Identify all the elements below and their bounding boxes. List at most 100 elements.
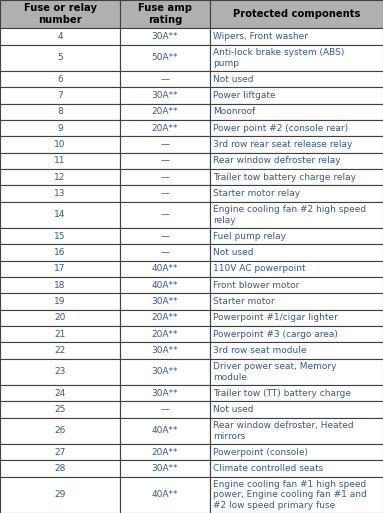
Text: Rear window defroster relay: Rear window defroster relay [213, 156, 340, 165]
Bar [0, 444, 120, 460]
Bar [120, 444, 210, 460]
Bar [210, 0, 383, 28]
Bar [120, 87, 210, 104]
Text: 20A**: 20A** [152, 313, 178, 322]
Bar [0, 153, 120, 169]
Bar [0, 185, 120, 202]
Bar [0, 202, 120, 228]
Bar [120, 277, 210, 293]
Text: Not used: Not used [213, 75, 254, 84]
Text: Trailer tow (TT) battery charge: Trailer tow (TT) battery charge [213, 389, 351, 398]
Text: 27: 27 [54, 448, 66, 457]
Text: —: — [160, 405, 170, 414]
Bar [210, 71, 383, 87]
Bar [210, 401, 383, 418]
Text: 50A**: 50A** [152, 53, 178, 63]
Text: 17: 17 [54, 264, 66, 273]
Text: 25: 25 [54, 405, 66, 414]
Bar [210, 153, 383, 169]
Text: 12: 12 [54, 173, 66, 182]
Text: Front blower motor: Front blower motor [213, 281, 300, 290]
Text: Protected components: Protected components [233, 9, 360, 19]
Text: 3rd row seat module: 3rd row seat module [213, 346, 306, 355]
Bar [0, 136, 120, 153]
Bar [210, 477, 383, 513]
Bar [210, 202, 383, 228]
Text: 20A**: 20A** [152, 124, 178, 133]
Text: —: — [160, 210, 170, 220]
Bar [120, 359, 210, 385]
Bar [0, 28, 120, 45]
Text: 20: 20 [54, 313, 66, 322]
Text: Engine cooling fan #1 high speed
power, Engine cooling fan #1 and
#2 low speed p: Engine cooling fan #1 high speed power, … [213, 480, 367, 510]
Text: 40A**: 40A** [152, 490, 178, 499]
Text: 18: 18 [54, 281, 66, 290]
Text: 30A**: 30A** [152, 464, 178, 473]
Text: Anti-lock brake system (ABS)
pump: Anti-lock brake system (ABS) pump [213, 48, 344, 68]
Text: —: — [160, 75, 170, 84]
Bar [120, 120, 210, 136]
Bar [210, 45, 383, 71]
Text: 13: 13 [54, 189, 66, 198]
Bar [0, 342, 120, 359]
Text: 30A**: 30A** [152, 32, 178, 41]
Text: Powerpoint (console): Powerpoint (console) [213, 448, 308, 457]
Text: Moonroof: Moonroof [213, 107, 255, 116]
Text: 110V AC powerpoint: 110V AC powerpoint [213, 264, 306, 273]
Text: 7: 7 [57, 91, 63, 100]
Text: 14: 14 [54, 210, 66, 220]
Bar [210, 310, 383, 326]
Text: Fuse or relay
number: Fuse or relay number [23, 3, 97, 25]
Text: Rear window defroster, Heated
mirrors: Rear window defroster, Heated mirrors [213, 421, 354, 441]
Bar [0, 310, 120, 326]
Text: —: — [160, 232, 170, 241]
Bar [210, 169, 383, 185]
Bar [0, 244, 120, 261]
Bar [0, 293, 120, 310]
Bar [210, 228, 383, 244]
Bar [120, 136, 210, 153]
Bar [210, 342, 383, 359]
Text: 40A**: 40A** [152, 426, 178, 436]
Text: Fuel pump relay: Fuel pump relay [213, 232, 286, 241]
Text: 26: 26 [54, 426, 66, 436]
Bar [120, 169, 210, 185]
Text: Not used: Not used [213, 405, 254, 414]
Text: 5: 5 [57, 53, 63, 63]
Bar [120, 385, 210, 401]
Bar [0, 87, 120, 104]
Bar [210, 244, 383, 261]
Text: 40A**: 40A** [152, 281, 178, 290]
Bar [120, 71, 210, 87]
Bar [0, 385, 120, 401]
Bar [0, 418, 120, 444]
Bar [120, 202, 210, 228]
Text: 30A**: 30A** [152, 346, 178, 355]
Bar [210, 293, 383, 310]
Text: 9: 9 [57, 124, 63, 133]
Text: Trailer tow battery charge relay: Trailer tow battery charge relay [213, 173, 356, 182]
Bar [0, 0, 120, 28]
Text: 19: 19 [54, 297, 66, 306]
Text: —: — [160, 156, 170, 165]
Text: 16: 16 [54, 248, 66, 257]
Bar [120, 45, 210, 71]
Bar [210, 460, 383, 477]
Text: 20A**: 20A** [152, 448, 178, 457]
Text: 30A**: 30A** [152, 367, 178, 377]
Bar [0, 120, 120, 136]
Bar [0, 277, 120, 293]
Bar [120, 28, 210, 45]
Text: Wipers, Front washer: Wipers, Front washer [213, 32, 308, 41]
Text: —: — [160, 140, 170, 149]
Bar [120, 342, 210, 359]
Text: 20A**: 20A** [152, 107, 178, 116]
Bar [210, 418, 383, 444]
Text: Not used: Not used [213, 248, 254, 257]
Bar [120, 0, 210, 28]
Bar [210, 120, 383, 136]
Text: —: — [160, 248, 170, 257]
Text: Fuse amp
rating: Fuse amp rating [138, 3, 192, 25]
Bar [120, 418, 210, 444]
Bar [120, 153, 210, 169]
